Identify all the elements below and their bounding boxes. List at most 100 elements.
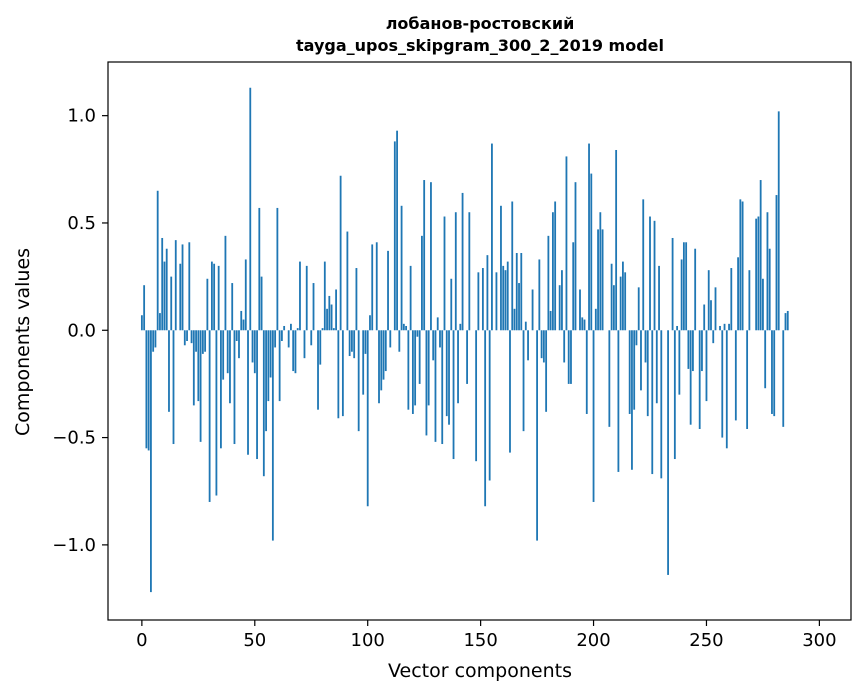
- bar-207: [608, 330, 611, 427]
- bar-83: [328, 295, 331, 331]
- bar-182: [551, 212, 554, 331]
- bar-3: [147, 330, 150, 451]
- bar-41: [233, 330, 236, 445]
- bar-220: [637, 287, 640, 331]
- y-tick-label: 0.5: [67, 213, 96, 234]
- bar-51: [256, 330, 258, 460]
- bar-69: [296, 328, 299, 331]
- bar-80: [321, 328, 324, 331]
- bar-211: [617, 330, 620, 472]
- bar-154: [488, 330, 491, 481]
- bar-122: [416, 330, 419, 337]
- bar-40: [231, 283, 234, 331]
- bar-98: [362, 330, 365, 395]
- bar-170: [524, 321, 527, 331]
- bar-35: [220, 330, 222, 449]
- bar-204: [601, 229, 604, 331]
- bar-210: [615, 149, 618, 331]
- bar-169: [522, 330, 525, 432]
- bar-59: [274, 330, 277, 348]
- bar-168: [520, 253, 523, 331]
- bar-237: [676, 325, 679, 331]
- bar-87: [337, 330, 340, 419]
- bar-128: [430, 182, 432, 331]
- bar-230: [660, 330, 663, 479]
- y-axis-label: Components values: [12, 248, 34, 436]
- bar-39: [229, 330, 231, 404]
- bar-272: [755, 218, 758, 331]
- bar-266: [741, 201, 744, 331]
- bar-151: [481, 268, 484, 331]
- x-tick-label: 150: [463, 630, 497, 651]
- bar-243: [689, 330, 692, 425]
- bar-17: [179, 263, 182, 331]
- bar-276: [764, 330, 767, 389]
- bar-194: [579, 289, 581, 331]
- bar-73: [305, 265, 308, 331]
- bar-177: [540, 330, 543, 359]
- bar-226: [651, 330, 654, 475]
- bar-134: [443, 216, 446, 331]
- bar-197: [585, 330, 588, 414]
- bar-114: [398, 330, 401, 352]
- bar-263: [734, 330, 737, 421]
- bar-155: [491, 143, 493, 331]
- bar-48: [249, 87, 252, 331]
- bar-56: [267, 330, 270, 402]
- bar-100: [366, 330, 369, 507]
- bar-107: [382, 330, 385, 380]
- bar-202: [597, 229, 599, 331]
- y-tick-label: 1.0: [67, 106, 96, 127]
- bar-22: [190, 330, 193, 344]
- bar-75: [310, 330, 313, 346]
- bar-58: [271, 330, 274, 541]
- bar-190: [570, 330, 572, 384]
- bar-216: [628, 330, 631, 414]
- y-axis: −1.0 −0.5 0.0 0.5 1.0: [52, 106, 108, 556]
- bar-20: [186, 330, 188, 341]
- bar-109: [387, 250, 389, 331]
- bar-70: [299, 261, 301, 331]
- bar-104: [375, 242, 378, 331]
- bar-140: [457, 330, 459, 404]
- bar-120: [411, 330, 414, 414]
- x-axis: 0 50 100 150 200 250 300: [136, 620, 837, 651]
- bar-78: [317, 330, 319, 410]
- bar-5: [152, 330, 155, 352]
- bar-91: [346, 231, 349, 331]
- bar-203: [599, 212, 602, 331]
- y-tick-label: 0.0: [67, 320, 96, 341]
- x-tick-label: 50: [243, 630, 266, 651]
- bar-223: [644, 330, 647, 363]
- bar-15: [174, 240, 177, 331]
- bar-29: [206, 278, 209, 331]
- bar-49: [251, 330, 254, 363]
- bar-96: [357, 330, 360, 432]
- bar-76: [312, 283, 315, 331]
- bar-173: [531, 289, 534, 331]
- bar-61: [278, 330, 281, 402]
- x-tick-label: 100: [351, 630, 385, 651]
- bar-180: [547, 235, 550, 331]
- y-tick-label: −0.5: [52, 428, 96, 449]
- bar-53: [260, 276, 263, 331]
- bar-112: [393, 141, 396, 331]
- bar-261: [730, 268, 733, 331]
- bar-19: [183, 330, 186, 346]
- bar-13: [170, 276, 173, 331]
- bar-165: [513, 308, 516, 331]
- bar-198: [588, 143, 590, 331]
- bar-115: [400, 205, 403, 331]
- bar-213: [622, 261, 624, 331]
- bar-125: [423, 180, 426, 331]
- bar-124: [421, 235, 423, 331]
- bar-191: [572, 242, 575, 331]
- bar-183: [554, 201, 557, 331]
- bar-253: [712, 330, 715, 344]
- bar-167: [518, 283, 520, 331]
- bar-161: [504, 270, 507, 331]
- bar-286: [786, 310, 789, 331]
- bar-187: [563, 330, 566, 363]
- bar-45: [242, 319, 245, 331]
- bar-23: [192, 330, 195, 406]
